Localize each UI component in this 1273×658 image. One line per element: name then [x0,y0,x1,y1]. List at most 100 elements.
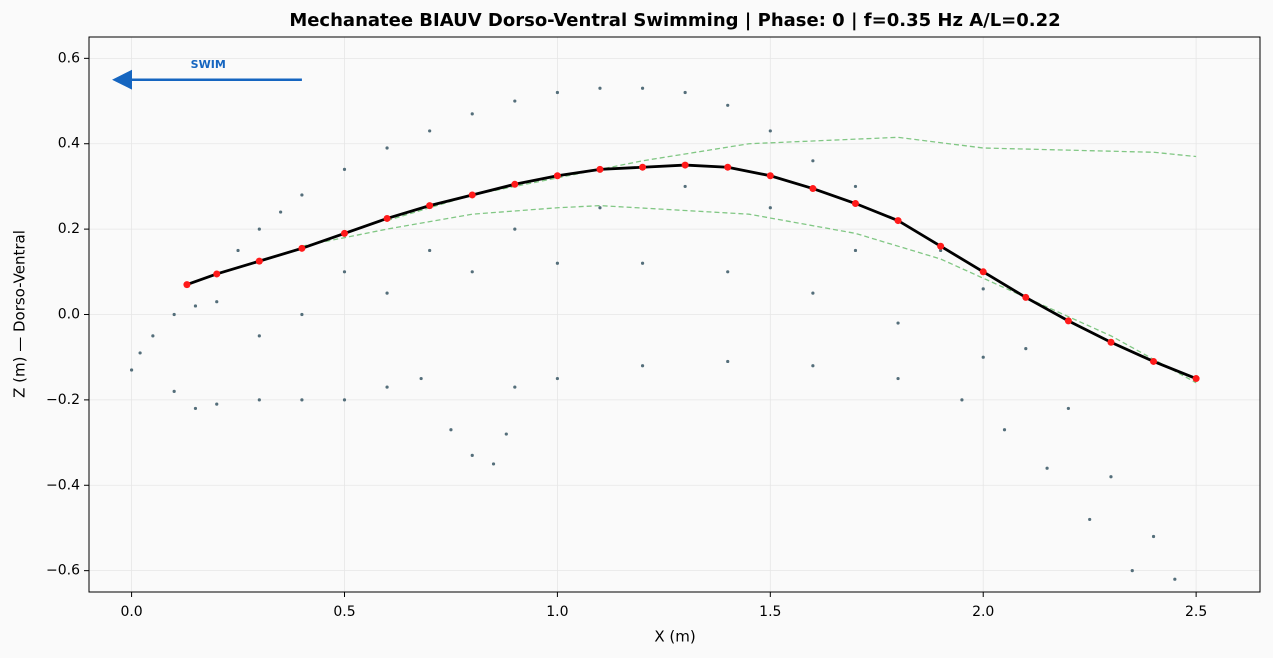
cloud-point [1109,475,1113,479]
cloud-point [257,334,261,338]
cloud-point [513,227,517,231]
cloud-point [683,90,687,95]
cloud-point [279,210,283,214]
cloud-point [768,129,772,133]
cloud-point [491,462,496,466]
spine-marker [1022,293,1030,301]
cloud-point [939,248,943,253]
cloud-point [1045,466,1049,470]
spine-marker [937,242,945,250]
cloud-point [513,99,517,103]
cloud-point [555,261,560,265]
spine-marker [809,185,817,193]
spine-marker [894,217,902,225]
cloud-point [1173,577,1177,581]
cloud-point [1002,428,1007,432]
spine-marker [1192,375,1200,383]
cloud-point [385,291,389,295]
cloud-point [470,112,474,116]
cloud-point [598,206,602,210]
spine-marker [979,268,987,276]
x-tick-label: 2.5 [1185,604,1207,620]
cloud-point [236,248,240,253]
cloud-point [1151,534,1156,539]
x-tick-label: 1.0 [546,604,568,620]
envelope-line [301,204,1197,384]
cloud-point [449,428,453,432]
cloud-point [513,385,517,389]
spine-marker [639,163,647,171]
cloud-point [640,86,645,90]
x-tick-label: 0.5 [333,604,355,620]
spine-marker [255,257,263,265]
cloud-point [981,355,985,359]
spine-marker [553,172,561,180]
spine-marker [851,200,859,207]
x-axis-label: X (m) [654,628,695,646]
y-tick-label: 0.4 [58,136,80,152]
cloud-point [640,364,645,368]
y-tick-label: 0.6 [58,50,80,66]
spine-marker [511,180,519,188]
x-tick-label: 0.0 [120,604,142,620]
spine-marker [213,270,221,278]
y-axis-label: Z (m) — Dorso-Ventral [11,230,29,398]
cloud-point [151,334,155,338]
spine-marker [340,229,348,237]
x-tick-label: 2.0 [972,604,994,620]
y-tick-label: −0.6 [46,563,80,579]
cloud-point [555,376,560,381]
spine-marker [468,191,476,199]
cloud-point [768,206,772,210]
cloud-point [129,368,134,372]
cloud-point [598,86,602,90]
cloud-point [960,398,964,402]
spine-marker [681,161,689,169]
cloud-point [193,406,198,411]
cloud-point [811,159,815,163]
spine-marker [1150,357,1158,365]
cloud-point [811,364,815,368]
plot-frame [88,36,1261,593]
cloud-point [300,398,304,402]
cloud-point [215,300,219,304]
cloud-point [811,291,815,295]
y-tick-label: 0.0 [58,307,80,323]
y-tick-label: −0.2 [46,392,80,408]
cloud-point [300,312,304,317]
cloud-point [470,453,474,457]
spine-marker [766,172,774,180]
cloud-point [419,376,423,381]
cloud-point [726,359,730,364]
cloud-point [726,103,730,107]
cloud-point [1066,406,1070,411]
cloud-point [981,287,985,291]
cloud-point [342,398,347,402]
cloud-point [1088,517,1092,522]
cloud-point [683,184,687,189]
cloud-point [342,270,347,274]
cloud-point [385,146,389,150]
spine-marker [298,244,306,252]
cloud-point [257,227,261,231]
cloud-point [385,385,389,389]
cloud-point [896,321,900,325]
cloud-point [853,184,858,189]
cloud-point [300,193,304,197]
spine-marker [426,202,434,210]
cloud-point [1130,569,1134,573]
cloud-point [428,248,432,253]
cloud-point [1024,347,1028,351]
y-tick-label: −0.4 [46,477,80,493]
spine-marker [383,214,391,222]
spine-marker [724,163,732,171]
cloud-point [172,312,176,317]
spine-marker [1064,317,1072,325]
cloud-point [853,248,858,253]
x-tick-label: 1.5 [759,604,781,620]
cloud-point [470,270,474,274]
cloud-point [896,376,900,381]
spine-marker [1107,338,1115,346]
cloud-point [215,402,219,406]
